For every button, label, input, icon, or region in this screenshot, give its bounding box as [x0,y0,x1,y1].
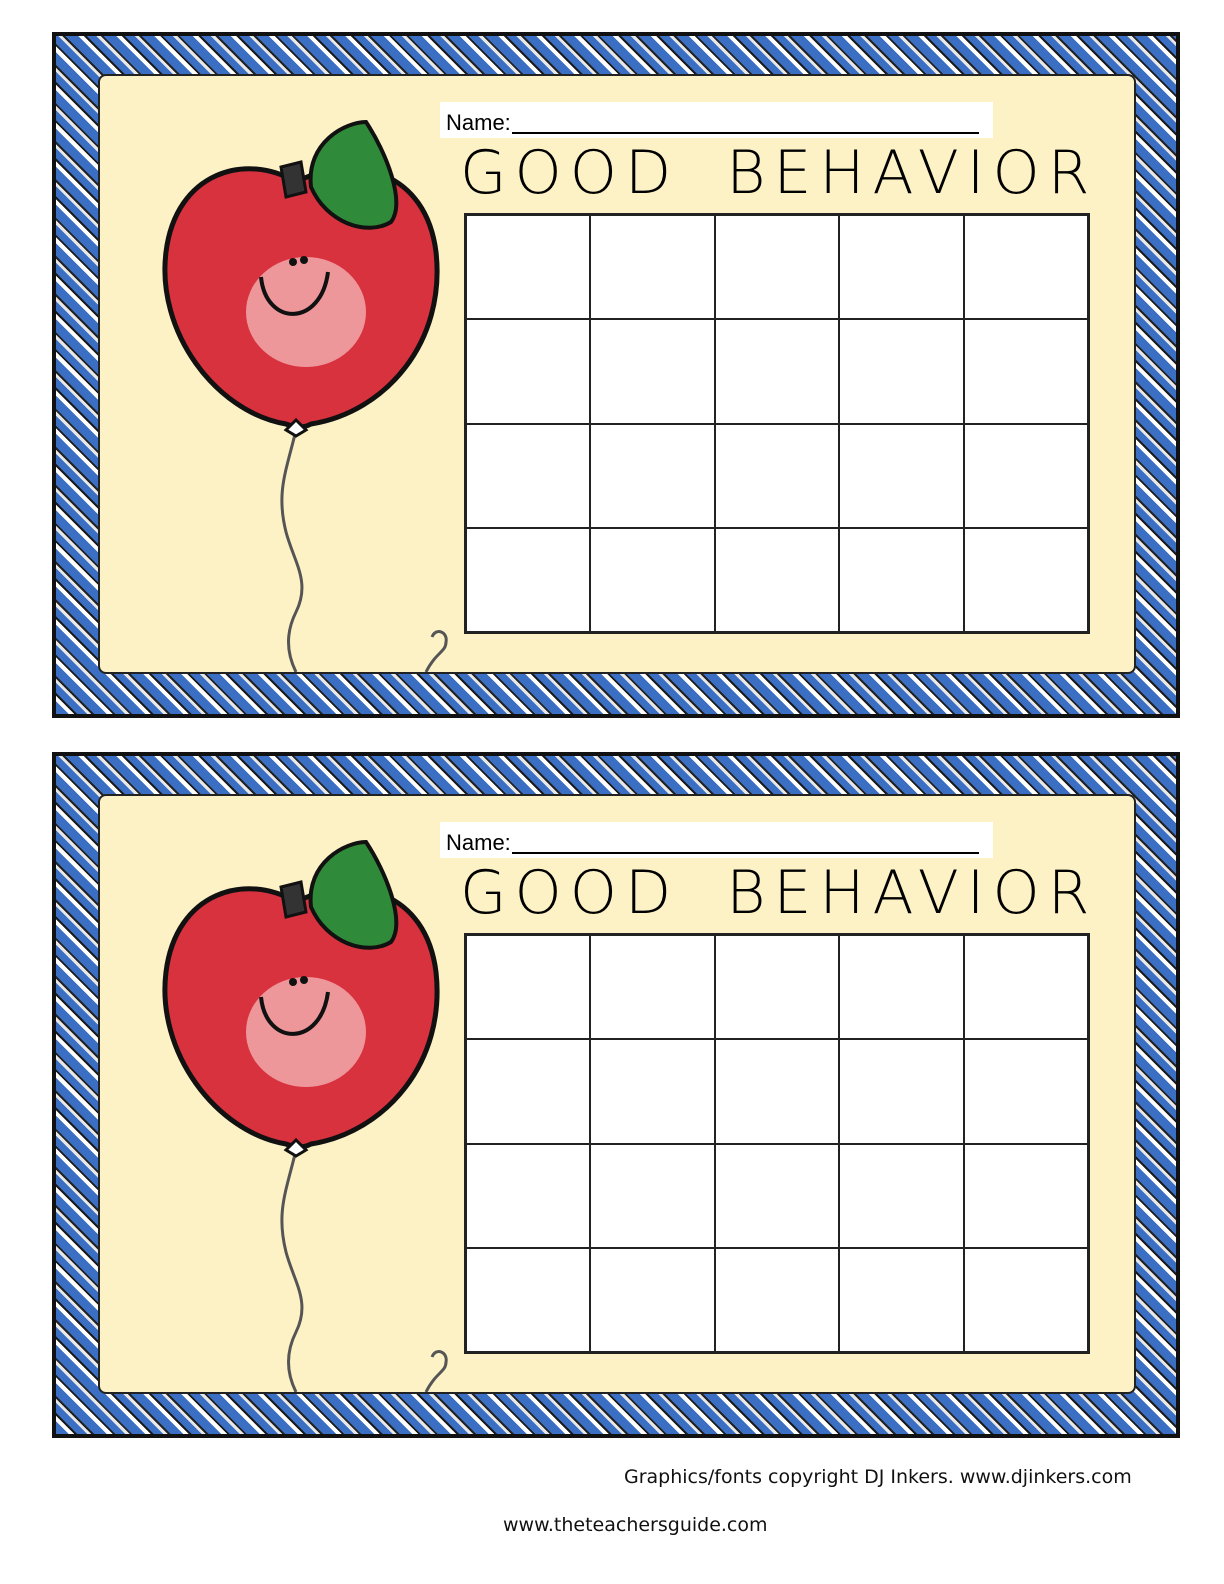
behavior-chart-card: Name: GOOD BEHAVIOR [52,752,1180,1438]
sticker-cell[interactable] [714,319,840,424]
name-line [512,132,979,134]
sticker-cell[interactable] [466,215,591,320]
sticker-cell[interactable] [714,1247,840,1352]
sticker-cell[interactable] [963,527,1088,632]
sticker-grid [464,213,1090,634]
sticker-cell[interactable] [590,1039,715,1144]
sticker-grid [464,933,1090,1354]
sticker-cell[interactable] [714,527,840,632]
sticker-cell[interactable] [466,423,591,528]
sticker-cell[interactable] [590,527,715,632]
sticker-cell[interactable] [714,935,840,1040]
name-line [512,852,979,854]
sticker-cell[interactable] [466,319,591,424]
sticker-cell[interactable] [839,1039,964,1144]
sticker-cell[interactable] [839,1247,964,1352]
sticker-cell[interactable] [963,1143,1088,1248]
copyright-text: Graphics/fonts copyright DJ Inkers. www.… [624,1466,1132,1488]
sticker-cell[interactable] [466,1039,591,1144]
sticker-cell[interactable] [466,1143,591,1248]
sticker-cell[interactable] [590,215,715,320]
sticker-cell[interactable] [714,423,840,528]
sticker-cell[interactable] [963,1039,1088,1144]
chart-title: GOOD BEHAVIOR [460,858,1098,928]
sticker-cell[interactable] [714,215,840,320]
apple-balloon-icon [162,119,448,672]
sticker-cell[interactable] [839,935,964,1040]
sticker-cell[interactable] [590,423,715,528]
sticker-cell[interactable] [963,1247,1088,1352]
sticker-cell[interactable] [590,319,715,424]
sticker-cell[interactable] [590,1247,715,1352]
name-field[interactable]: Name: [440,102,993,138]
name-label: Name: [446,110,511,135]
sticker-cell[interactable] [590,935,715,1040]
sticker-cell[interactable] [963,423,1088,528]
sticker-cell[interactable] [714,1039,840,1144]
sticker-cell[interactable] [466,1247,591,1352]
card-background: Name: GOOD BEHAVIOR [100,76,1134,672]
sticker-cell[interactable] [590,1143,715,1248]
sticker-cell[interactable] [466,935,591,1040]
sticker-cell[interactable] [963,319,1088,424]
behavior-chart-card: Name: GOOD BEHAVIOR [52,32,1180,718]
sticker-cell[interactable] [963,215,1088,320]
name-field[interactable]: Name: [440,822,993,858]
website-link[interactable]: www.theteachersguide.com [503,1514,768,1536]
apple-balloon-icon [162,839,448,1392]
sticker-cell[interactable] [839,215,964,320]
sticker-cell[interactable] [839,1143,964,1248]
sticker-cell[interactable] [839,527,964,632]
chart-title: GOOD BEHAVIOR [460,138,1098,208]
name-label: Name: [446,830,511,855]
sticker-cell[interactable] [839,319,964,424]
card-background: Name: GOOD BEHAVIOR [100,796,1134,1392]
sticker-cell[interactable] [963,935,1088,1040]
sticker-cell[interactable] [714,1143,840,1248]
sticker-cell[interactable] [839,423,964,528]
sticker-cell[interactable] [466,527,591,632]
